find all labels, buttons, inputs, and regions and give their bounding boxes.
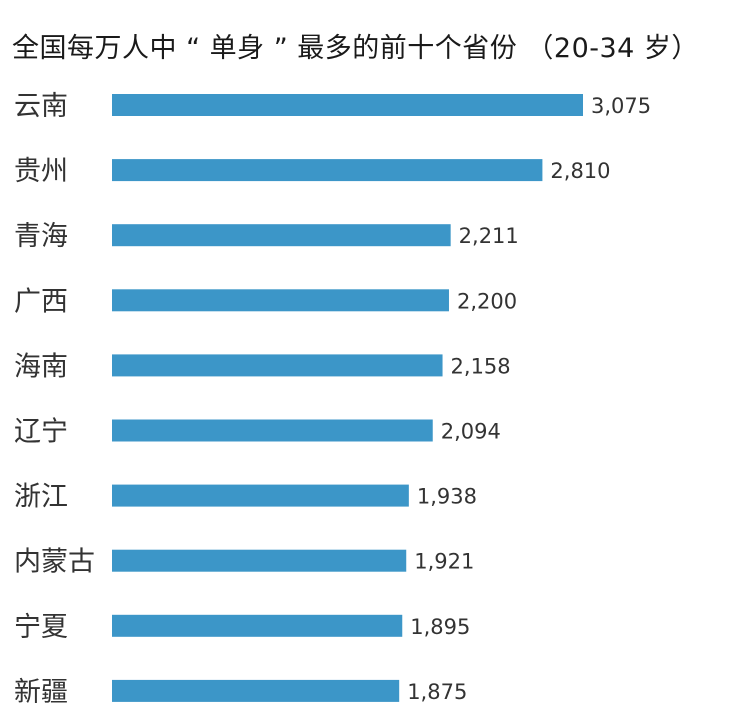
category-label: 云南 — [14, 91, 68, 122]
category-label: 海南 — [14, 351, 68, 382]
value-label: 1,921 — [414, 550, 474, 574]
category-label: 青海 — [14, 221, 68, 252]
value-label: 1,895 — [410, 615, 470, 639]
bar — [112, 94, 583, 116]
value-label: 2,211 — [459, 224, 519, 248]
category-label: 广西 — [14, 286, 68, 317]
bar — [112, 549, 407, 572]
bar — [112, 614, 403, 637]
bar — [112, 159, 543, 182]
value-label: 2,810 — [550, 159, 610, 183]
bar — [112, 419, 433, 442]
category-label: 辽宁 — [14, 417, 68, 448]
value-label: 1,938 — [417, 485, 477, 509]
value-label: 3,075 — [591, 94, 651, 118]
bar — [112, 484, 409, 507]
value-label: 2,094 — [441, 420, 501, 444]
category-label: 内蒙古 — [14, 547, 95, 578]
value-label: 1,875 — [407, 680, 467, 704]
bar — [112, 224, 451, 247]
value-label: 2,200 — [457, 289, 517, 313]
bar — [112, 354, 443, 377]
category-label: 新疆 — [14, 677, 68, 708]
value-label: 2,158 — [451, 354, 511, 378]
category-label: 宁夏 — [14, 612, 68, 643]
category-label: 贵州 — [14, 156, 68, 187]
category-label: 浙江 — [14, 482, 68, 513]
chart-title: 全国每万人中 “ 单身 ” 最多的前十个省份 （20-34 岁） — [12, 33, 699, 64]
bar — [112, 679, 400, 702]
bar — [112, 289, 449, 312]
